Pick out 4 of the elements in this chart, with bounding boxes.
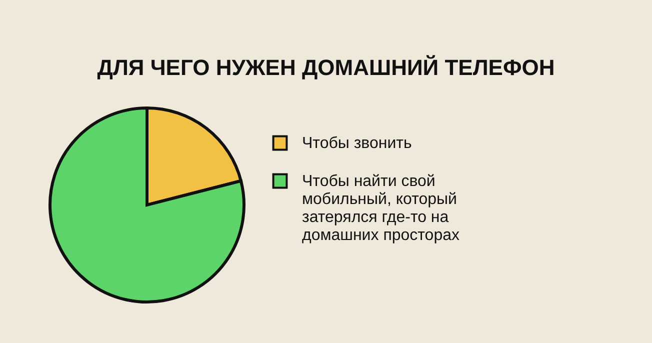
pie-slice [48,106,246,304]
legend-label: Чтобы найти свой мобильный, который затерялся где-то на домашних просторах [302,173,460,244]
legend-label: Чтобы звонить [302,135,412,152]
chart-title: ДЛЯ ЧЕГО НУЖЕН ДОМАШНИЙ ТЕЛЕФОН [97,55,555,80]
